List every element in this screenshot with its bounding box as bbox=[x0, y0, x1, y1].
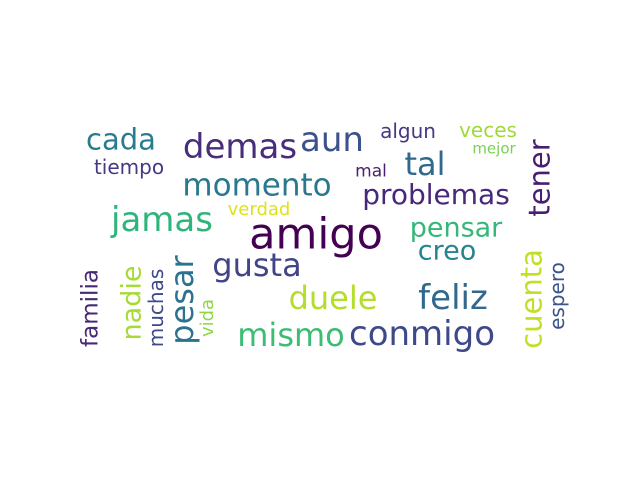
word-familia: familia bbox=[77, 269, 104, 347]
word-aun: aun bbox=[300, 120, 364, 160]
word-problemas: problemas bbox=[362, 178, 510, 211]
word-tal: tal bbox=[404, 145, 446, 183]
word-espero: espero bbox=[545, 262, 569, 330]
word-cada: cada bbox=[86, 122, 156, 157]
word-pesar: pesar bbox=[163, 255, 201, 345]
word-mejor: mejor bbox=[472, 139, 516, 158]
word-cloud: amigo tener demas aun algun veces mejor … bbox=[77, 118, 569, 360]
word-duele: duele bbox=[288, 279, 378, 317]
word-amigo: amigo bbox=[249, 209, 383, 260]
word-jamas: jamas bbox=[111, 200, 213, 240]
word-tiempo: tiempo bbox=[93, 155, 165, 179]
word-nadie: nadie bbox=[116, 265, 148, 341]
word-conmigo: conmigo bbox=[349, 314, 495, 354]
word-mismo: mismo bbox=[237, 316, 345, 354]
word-vida: vida bbox=[197, 298, 218, 338]
word-feliz: feliz bbox=[418, 278, 488, 318]
word-tener: tener bbox=[522, 139, 557, 217]
word-mal: mal bbox=[355, 161, 387, 182]
word-gusta: gusta bbox=[212, 246, 302, 284]
word-pensar: pensar bbox=[409, 212, 503, 244]
word-algun: algun bbox=[380, 119, 436, 143]
word-cuenta: cuenta bbox=[514, 249, 549, 349]
word-verdad: verdad bbox=[227, 199, 291, 220]
word-veces: veces bbox=[459, 118, 517, 142]
word-momento: momento bbox=[182, 167, 332, 204]
word-demas: demas bbox=[182, 127, 298, 167]
word-creo: creo bbox=[417, 235, 477, 267]
